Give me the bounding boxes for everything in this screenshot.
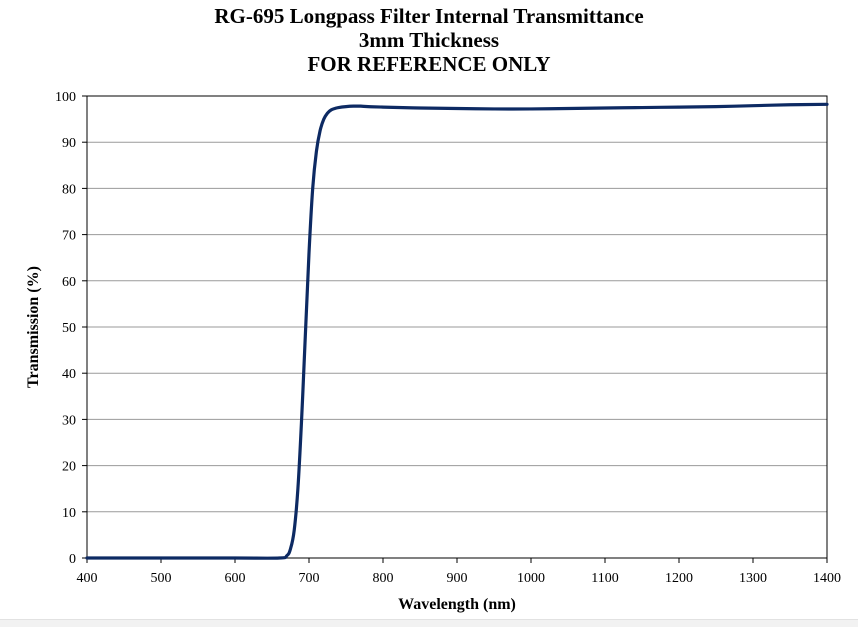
- x-tick-label-1300: 1300: [739, 571, 767, 586]
- y-tick-label-60: 60: [62, 275, 76, 290]
- x-tick-label-1000: 1000: [517, 571, 545, 586]
- x-tick-label-1200: 1200: [665, 571, 693, 586]
- x-tick-label-1400: 1400: [813, 571, 841, 586]
- y-axis-title: Transmission (%): [25, 266, 42, 388]
- chart-title-block: RG-695 Longpass Filter Internal Transmit…: [0, 4, 858, 76]
- ticks: [82, 95, 828, 563]
- y-tick-label-70: 70: [62, 229, 76, 244]
- x-tick-label-400: 400: [77, 571, 98, 586]
- y-tick-label-40: 40: [62, 367, 76, 382]
- y-tick-label-50: 50: [62, 321, 76, 336]
- x-tick-label-500: 500: [151, 571, 172, 586]
- x-axis-title: Wavelength (nm): [398, 596, 516, 613]
- y-tick-labels: 0 10 20 30 40 50 60 70 80 90 100: [55, 90, 76, 567]
- y-tick-label-80: 80: [62, 182, 76, 197]
- x-tick-label-700: 700: [299, 571, 320, 586]
- x-tick-labels: 400 500 600 700 800 900 1000 1100 1200 1300 1400: [77, 571, 842, 586]
- series-line: [85, 102, 829, 560]
- grid: [87, 95, 827, 559]
- y-tick-label-20: 20: [62, 460, 76, 475]
- chart-note: FOR REFERENCE ONLY: [307, 52, 551, 76]
- chart-subtitle: 3mm Thickness: [358, 28, 500, 52]
- y-tick-label-30: 30: [62, 413, 76, 428]
- x-tick-label-800: 800: [373, 571, 394, 586]
- bottom-strip: [0, 619, 858, 627]
- x-tick-label-600: 600: [225, 571, 246, 586]
- y-tick-label-90: 90: [62, 136, 76, 151]
- y-tick-label-10: 10: [62, 506, 76, 521]
- chart-title: RG-695 Longpass Filter Internal Transmit…: [214, 4, 644, 28]
- x-tick-label-900: 900: [447, 571, 468, 586]
- y-tick-label-100: 100: [55, 90, 76, 105]
- y-tick-label-0: 0: [69, 552, 76, 567]
- x-tick-label-1100: 1100: [591, 571, 618, 586]
